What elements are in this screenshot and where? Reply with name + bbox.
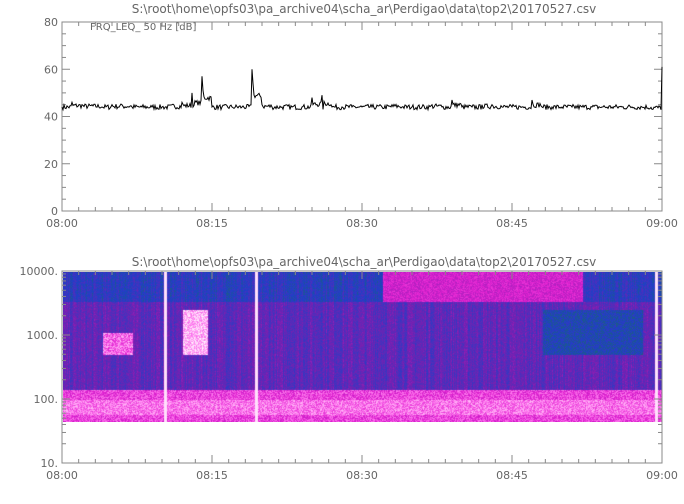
x-tick-label: 08:00 — [46, 469, 78, 482]
y-tick-label: 100. — [34, 393, 59, 406]
y-tick-label: 10. — [41, 457, 59, 470]
series-line — [61, 66, 663, 112]
x-tick-label: 08:45 — [496, 217, 528, 230]
x-tick-label: 08:15 — [196, 217, 228, 230]
spectrogram-heatmap — [63, 272, 662, 422]
axes-frame — [61, 21, 663, 212]
axes-frame — [61, 270, 663, 464]
bottom-axes: 08:00 08:15 08:30 08:45 09:00 10. 100. 1000. 100… — [20, 265, 678, 482]
series-label: FRQ_LEQ_ 50 Hz [dB] — [90, 22, 196, 33]
y-tick-label: 80 — [44, 16, 58, 29]
y-tick-label: 1000. — [27, 329, 59, 342]
x-tick-label: 08:15 — [196, 469, 228, 482]
x-tick-label: 08:45 — [496, 469, 528, 482]
y-tick-label: 40 — [44, 111, 58, 124]
top-title: S:\root\home\opfs03\pa_archive04\scha_ar… — [132, 2, 597, 16]
y-tick-label: 60 — [44, 63, 58, 76]
x-tick-label: 08:00 — [46, 217, 78, 230]
y-tick-label: 20 — [44, 158, 58, 171]
y-tick-label: 10000. — [20, 265, 59, 278]
x-tick-label: 08:30 — [346, 469, 378, 482]
bottom-title: S:\root\home\opfs03\pa_archive04\scha_ar… — [132, 255, 597, 269]
x-tick-label: 08:30 — [346, 217, 378, 230]
x-tick-label: 09:00 — [646, 469, 678, 482]
top-axes: 08:00 08:15 08:30 08:45 09:00 0 20 40 60 80 — [44, 16, 678, 230]
x-tick-label: 09:00 — [646, 217, 678, 230]
y-tick-label: 0 — [51, 205, 58, 218]
